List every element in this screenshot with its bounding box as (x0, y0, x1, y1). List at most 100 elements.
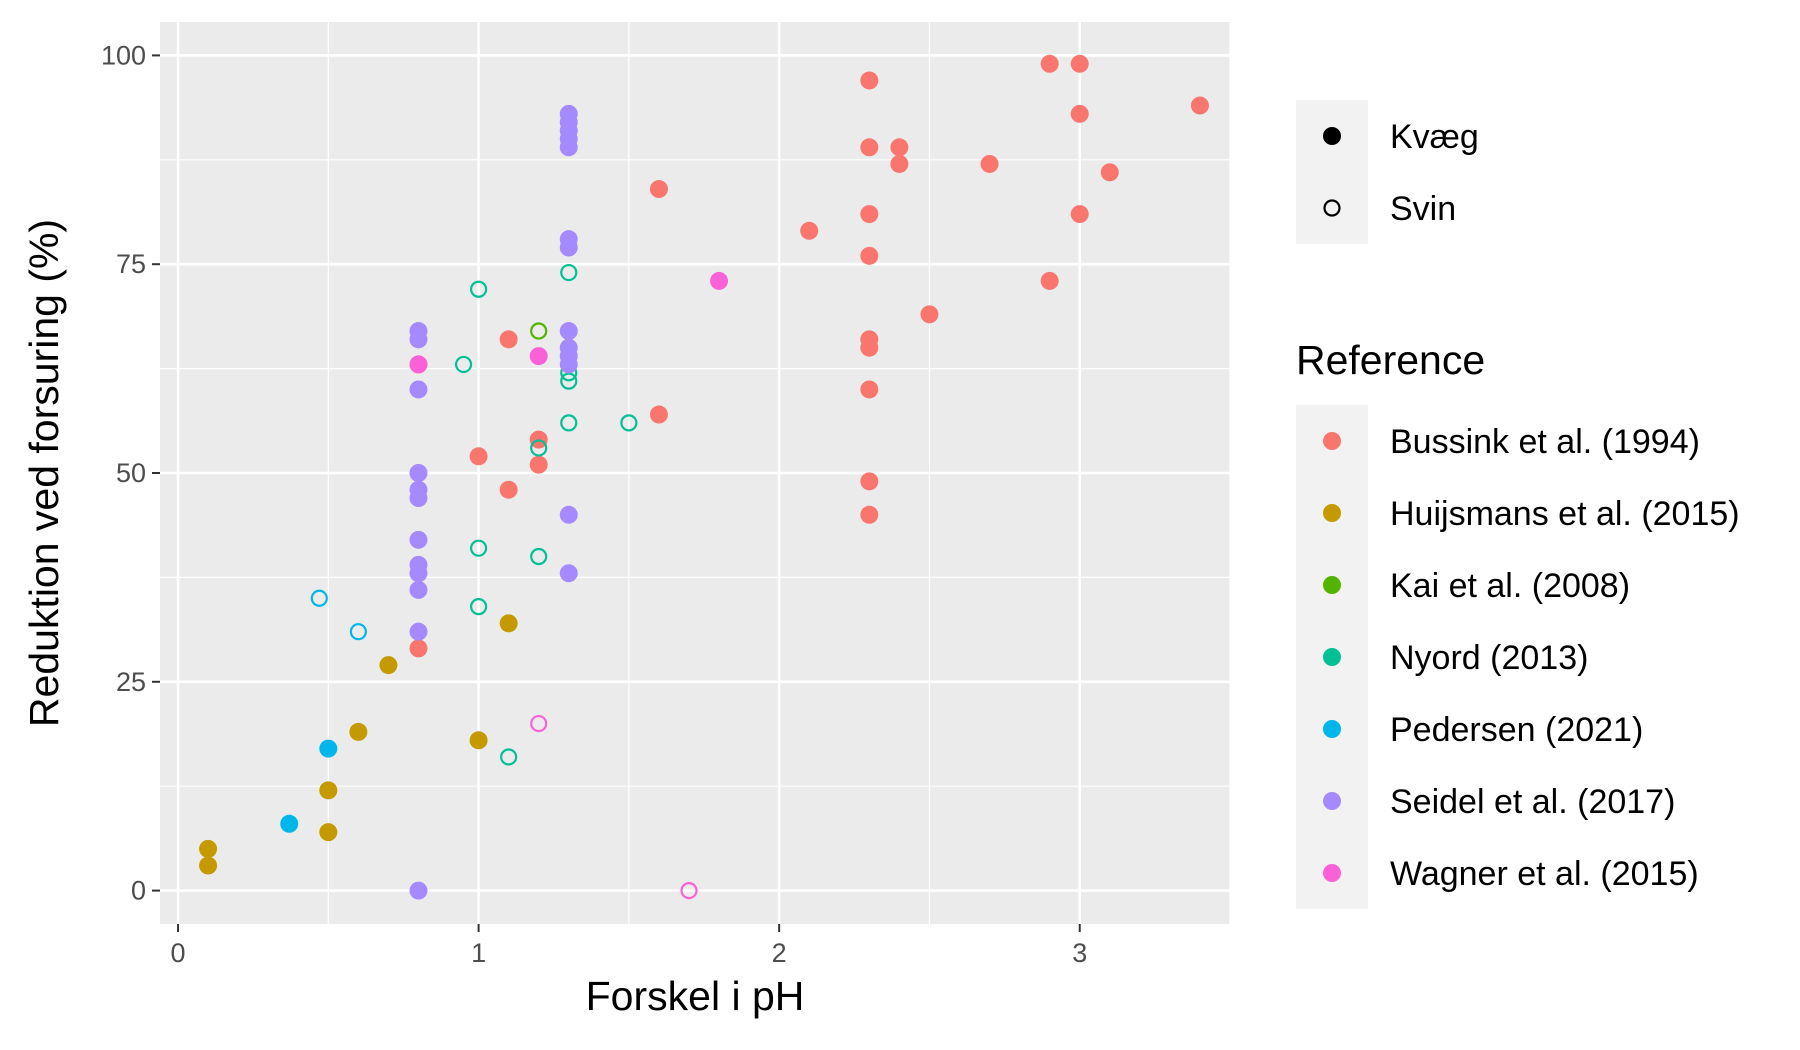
y-tick-label: 50 (116, 458, 146, 488)
point-seidel-et-al-2017-kvaeg (559, 564, 578, 583)
point-nyord-2013-svin (620, 414, 638, 432)
point-bussink-et-al-1994-kvaeg (890, 154, 909, 173)
y-axis-title: Reduktion ved forsuring (%) (21, 219, 67, 727)
point-bussink-et-al-1994-kvaeg (860, 338, 879, 357)
point-nyord-2013-svin (454, 355, 473, 374)
legend-color-key-wagner-et-al-2015 (1323, 864, 1341, 882)
point-bussink-et-al-1994-kvaeg (1190, 96, 1209, 115)
point-wagner-et-al-2015-kvaeg (409, 355, 428, 374)
point-wagner-et-al-2015-svin (530, 714, 548, 733)
point-bussink-et-al-1994-kvaeg (529, 455, 548, 474)
point-bussink-et-al-1994-kvaeg (499, 480, 518, 499)
point-bussink-et-al-1994-kvaeg (800, 221, 819, 240)
point-nyord-2013-svin (469, 280, 488, 298)
point-pedersen-2021-kvaeg (280, 814, 299, 833)
point-nyord-2013-svin (530, 439, 548, 457)
legend-color-label: Huijsmans et al. (2015) (1390, 495, 1740, 533)
point-bussink-et-al-1994-kvaeg (860, 380, 879, 399)
point-bussink-et-al-1994-kvaeg (1070, 104, 1089, 123)
legend-shape-label: Svin (1390, 190, 1456, 228)
point-bussink-et-al-1994-kvaeg (469, 447, 488, 466)
point-bussink-et-al-1994-kvaeg (890, 138, 909, 157)
legend-color-label: Kai et al. (2008) (1390, 567, 1630, 605)
point-huijsmans-et-al-2015-kvaeg (199, 839, 218, 858)
legend-color-key-bussink-et-al-1994 (1323, 432, 1341, 450)
point-seidel-et-al-2017-kvaeg (409, 580, 428, 599)
point-pedersen-2021-svin (349, 623, 367, 641)
legend-color-key-huijsmans-et-al-2015 (1323, 504, 1341, 522)
point-bussink-et-al-1994-kvaeg (920, 305, 939, 324)
point-huijsmans-et-al-2015-kvaeg (349, 722, 368, 741)
point-bussink-et-al-1994-kvaeg (860, 205, 879, 224)
point-nyord-2013-svin (530, 547, 548, 566)
point-huijsmans-et-al-2015-kvaeg (199, 856, 218, 875)
plot-panel (160, 22, 1231, 924)
point-huijsmans-et-al-2015-kvaeg (469, 731, 488, 750)
x-tick-label: 3 (1072, 938, 1087, 968)
point-nyord-2013-svin (469, 539, 488, 557)
legend-color-label: Wagner et al. (2015) (1390, 855, 1699, 893)
point-seidel-et-al-2017-kvaeg (409, 530, 428, 549)
point-bussink-et-al-1994-kvaeg (860, 71, 879, 90)
shape-legend-key-background (1296, 100, 1368, 244)
point-pedersen-2021-svin (310, 589, 328, 607)
point-kai-et-al-2008-svin (530, 322, 548, 340)
legend-color-label: Nyord (2013) (1390, 639, 1588, 677)
point-bussink-et-al-1994-kvaeg (860, 505, 879, 524)
legend-color-key-seidel-et-al-2017 (1323, 792, 1341, 810)
data-points (199, 54, 1209, 900)
legend-shape-label: Kvæg (1390, 118, 1479, 156)
legend-color-key-nyord-2013 (1323, 648, 1341, 666)
y-tick-label: 75 (116, 249, 146, 279)
point-bussink-et-al-1994-kvaeg (649, 180, 668, 199)
y-tick-label: 0 (131, 876, 146, 906)
point-seidel-et-al-2017-kvaeg (409, 380, 428, 399)
point-seidel-et-al-2017-kvaeg (409, 564, 428, 583)
point-huijsmans-et-al-2015-kvaeg (319, 823, 338, 842)
point-huijsmans-et-al-2015-kvaeg (379, 656, 398, 675)
legend-shape-open-key (1323, 199, 1341, 217)
point-seidel-et-al-2017-kvaeg (409, 489, 428, 508)
point-bussink-et-al-1994-kvaeg (1070, 205, 1089, 224)
point-seidel-et-al-2017-kvaeg (409, 330, 428, 349)
point-seidel-et-al-2017-kvaeg (409, 464, 428, 482)
legend-color-key-kai-et-al-2008 (1323, 576, 1341, 594)
legend-color-label: Seidel et al. (2017) (1390, 783, 1675, 821)
point-bussink-et-al-1994-kvaeg (860, 472, 879, 491)
point-seidel-et-al-2017-kvaeg (559, 238, 578, 257)
point-nyord-2013-svin (500, 748, 518, 766)
point-bussink-et-al-1994-kvaeg (499, 330, 518, 349)
y-tick-label: 100 (101, 40, 146, 70)
point-bussink-et-al-1994-kvaeg (860, 138, 879, 157)
point-bussink-et-al-1994-kvaeg (649, 405, 668, 424)
point-wagner-et-al-2015-kvaeg (710, 271, 729, 290)
point-bussink-et-al-1994-kvaeg (860, 246, 879, 265)
y-tick-label: 25 (116, 667, 146, 697)
point-nyord-2013-svin (560, 414, 578, 432)
point-bussink-et-al-1994-kvaeg (1040, 54, 1059, 73)
point-huijsmans-et-al-2015-kvaeg (499, 614, 518, 633)
legend-color-label: Bussink et al. (1994) (1390, 423, 1700, 461)
point-bussink-et-al-1994-kvaeg (1040, 271, 1059, 290)
point-nyord-2013-svin (560, 263, 578, 282)
point-seidel-et-al-2017-kvaeg (559, 505, 578, 524)
legend-color-label: Pedersen (2021) (1390, 711, 1643, 749)
x-tick-label: 2 (772, 938, 787, 968)
point-bussink-et-al-1994-kvaeg (980, 154, 999, 173)
legend-shape-filled-key (1323, 127, 1341, 145)
legend-color-key-pedersen-2021 (1323, 720, 1341, 738)
point-bussink-et-al-1994-kvaeg (409, 639, 428, 658)
point-seidel-et-al-2017-kvaeg (409, 622, 428, 641)
point-nyord-2013-svin (560, 372, 578, 390)
point-wagner-et-al-2015-kvaeg (529, 347, 548, 366)
point-huijsmans-et-al-2015-kvaeg (319, 781, 338, 800)
point-seidel-et-al-2017-kvaeg (559, 322, 578, 341)
point-pedersen-2021-kvaeg (319, 739, 338, 758)
legend: Kvæg Svin Reference Bussink et al. (1994) Hu… (1296, 100, 1740, 909)
point-wagner-et-al-2015-svin (680, 881, 698, 900)
point-seidel-et-al-2017-kvaeg (409, 881, 428, 900)
x-tick-label: 1 (471, 938, 486, 968)
point-seidel-et-al-2017-kvaeg (559, 138, 578, 157)
legend-title: Reference (1296, 337, 1485, 383)
